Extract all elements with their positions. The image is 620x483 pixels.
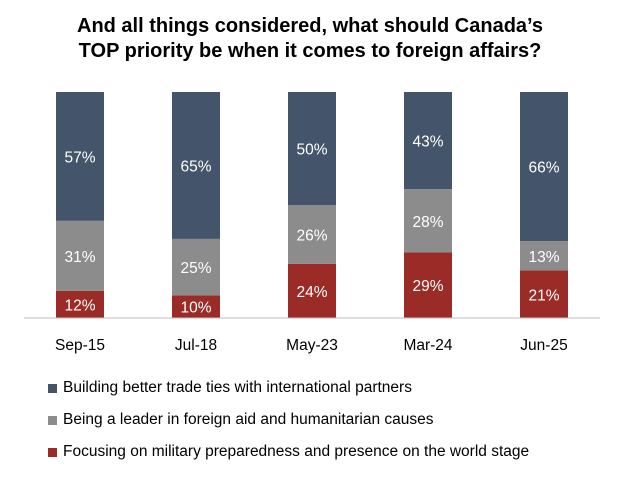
bar-jun-25-series-2 xyxy=(520,92,568,242)
x-tick-label-jul-18: Jul-18 xyxy=(175,337,217,354)
bar-sep-15-series-2 xyxy=(56,92,104,221)
bar-mar-24-series-2 xyxy=(404,92,452,190)
bar-jul-18-series-0 xyxy=(172,295,220,318)
legend-swatch-1 xyxy=(48,415,57,425)
data-label-sep-15-series-0: 12% xyxy=(64,297,95,314)
bar-may-23-series-0 xyxy=(288,263,336,318)
legend-swatch-0 xyxy=(48,447,57,457)
data-label-may-23-series-1: 26% xyxy=(296,227,327,244)
data-label-may-23-series-2: 50% xyxy=(296,142,327,159)
bar-may-23-series-2 xyxy=(288,92,336,205)
chart-title-line-1: And all things considered, what should C… xyxy=(77,15,543,37)
legend-item-2: Building better trade ties with internat… xyxy=(48,372,529,404)
chart-title-line-2: TOP priority be when it comes to foreign… xyxy=(78,40,542,62)
legend-label-1: Being a leader in foreign aid and humani… xyxy=(63,411,434,428)
bar-jun-25-series-0 xyxy=(520,270,568,318)
legend-swatch-2 xyxy=(48,383,57,393)
x-tick-labels: Sep-15 Jul-18 May-23 Mar-24 Jun-25 xyxy=(55,337,568,354)
x-tick-label-jun-25: Jun-25 xyxy=(520,337,567,354)
chart-title: And all things considered, what should C… xyxy=(0,14,620,64)
bar-mar-24-series-1 xyxy=(404,189,452,253)
data-label-jun-25-series-1: 13% xyxy=(528,249,559,266)
x-tick-label-may-23: May-23 xyxy=(286,337,338,354)
stacked-bar-chart: 12% 31% 57% 10% 25% 65% 24% 26% 50% 29% 28% 43% 21% 1… xyxy=(24,92,600,354)
data-label-jul-18-series-0: 10% xyxy=(180,300,211,317)
data-label-jul-18-series-2: 65% xyxy=(180,158,211,175)
bar-jun-25-series-1 xyxy=(520,241,568,271)
data-label-mar-24-series-1: 28% xyxy=(412,214,443,231)
bars-group: 12% 31% 57% 10% 25% 65% 24% 26% 50% 29% 28% 43% 21% 1… xyxy=(56,92,568,318)
x-tick-label-sep-15: Sep-15 xyxy=(55,337,105,354)
bar-mar-24-series-0 xyxy=(404,252,452,318)
data-label-jun-25-series-2: 66% xyxy=(528,160,559,177)
data-label-sep-15-series-1: 31% xyxy=(64,249,95,266)
x-tick-label-mar-24: Mar-24 xyxy=(403,337,452,354)
legend-item-0: Focusing on military preparedness and pr… xyxy=(48,436,529,468)
legend: Building better trade ties with internat… xyxy=(48,372,529,468)
data-label-jul-18-series-1: 25% xyxy=(180,260,211,277)
legend-label-0: Focusing on military preparedness and pr… xyxy=(63,443,530,460)
bar-jul-18-series-1 xyxy=(172,238,220,296)
data-label-sep-15-series-2: 57% xyxy=(64,149,95,166)
data-label-jun-25-series-0: 21% xyxy=(528,287,559,304)
legend-label-2: Building better trade ties with internat… xyxy=(63,379,412,396)
bar-sep-15-series-1 xyxy=(56,220,104,291)
bar-may-23-series-1 xyxy=(288,205,336,264)
data-label-mar-24-series-0: 29% xyxy=(412,278,443,295)
data-label-may-23-series-0: 24% xyxy=(296,284,327,301)
data-label-mar-24-series-2: 43% xyxy=(412,134,443,151)
legend-item-1: Being a leader in foreign aid and humani… xyxy=(48,404,529,436)
bar-sep-15-series-0 xyxy=(56,290,104,318)
bar-jul-18-series-2 xyxy=(172,92,220,239)
